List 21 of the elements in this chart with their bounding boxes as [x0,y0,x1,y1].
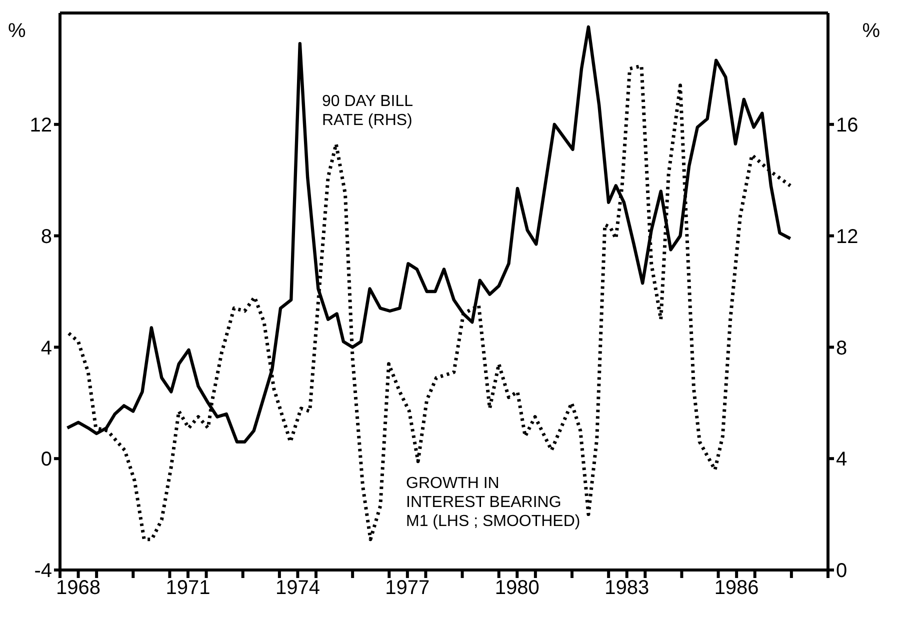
y2-tick-label: 12 [836,226,858,248]
x-tick-label: 1980 [494,577,540,600]
y-tick-label: 0 [40,448,52,471]
y-tick-label: 8 [40,226,52,248]
y2-tick-label: 4 [836,448,848,471]
y-tick-label: 12 [30,114,52,136]
y2-axis-title: % [862,20,880,42]
y-axis-title: % [8,20,26,42]
x-tick-label: 1986 [714,577,759,600]
series-label: 90 DAY BILL RATE (RHS) [322,92,414,130]
x-tick-label: 1974 [275,577,320,600]
y2-tick-label: 16 [836,114,858,136]
series-label: GROWTH IN INTEREST BEARING M1 (LHS ; SMOOTHED) [406,474,580,531]
y2-tick-label: 8 [836,337,848,360]
x-tick-label: 1977 [385,577,430,600]
y2-tick-label: 0 [836,560,848,582]
y-tick-label: 4 [40,337,52,360]
x-tick-label: 1971 [166,577,210,600]
x-tick-label: 1983 [604,577,650,600]
y-tick-label: -4 [34,560,52,582]
x-tick-label: 1968 [56,577,101,600]
